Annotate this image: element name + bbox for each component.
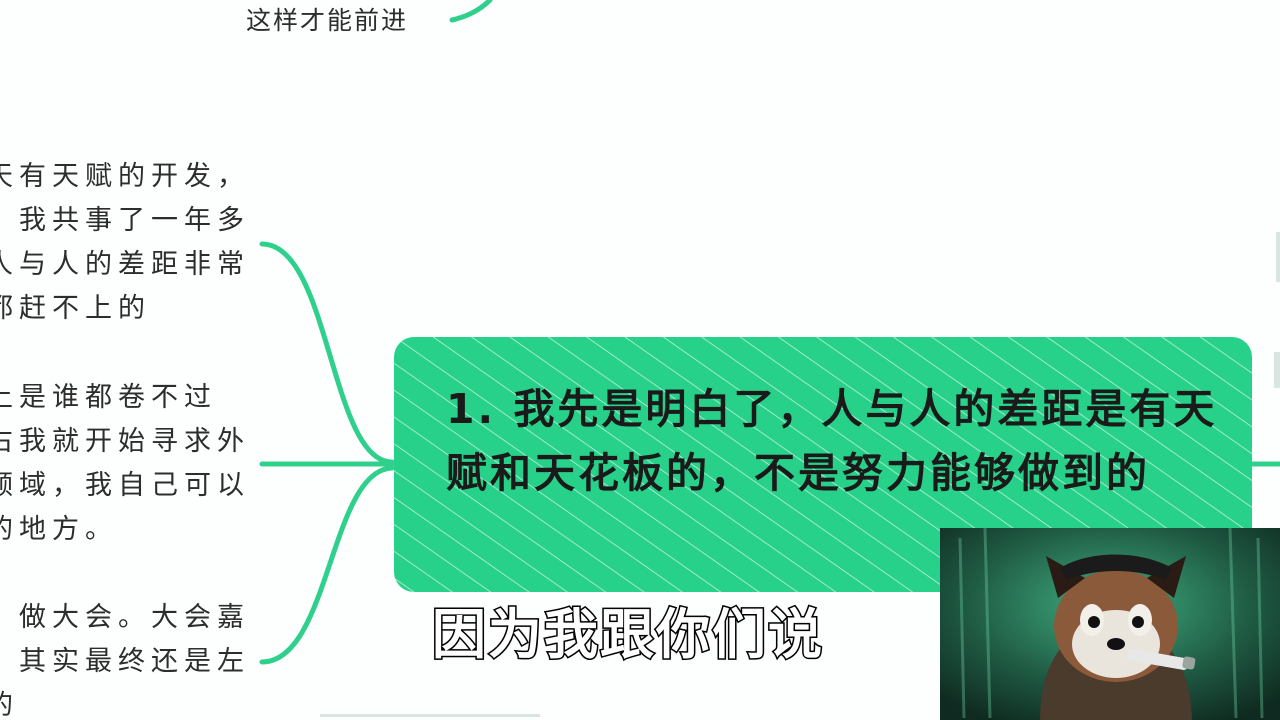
top-node-text: 这样才能前进 xyxy=(246,6,409,35)
main-node: 1. 我先是明白了，人与人的差距是有天赋和天花板的，不是努力能够做到的 xyxy=(394,337,1252,592)
left-node-c-line-1: ，做大会。大会嘉 xyxy=(0,602,250,633)
left-node-b: 上是谁都卷不过 右我就开始寻求外 领域，我自己可以 的地方。 xyxy=(0,384,264,560)
red-panda-avatar-icon xyxy=(940,528,1280,720)
connector-top xyxy=(449,0,493,23)
webcam-overlay xyxy=(940,528,1280,720)
left-node-b-line-2: 右我就开始寻求外 xyxy=(0,426,250,457)
edge-mark-bottom xyxy=(320,714,540,717)
left-node-c-line-3: 的 xyxy=(0,692,250,720)
main-node-text: 1. 我先是明白了，人与人的差距是有天赋和天花板的，不是努力能够做到的 xyxy=(446,385,1218,497)
video-subtitle: 因为我跟你们说 xyxy=(431,602,824,668)
left-node-b-line-3: 领域，我自己可以 xyxy=(0,470,250,501)
left-node-a: 天有天赋的开发， 。我共事了一年多 人与人的差距非常 都赶不上的 xyxy=(0,163,264,339)
left-node-c: ，做大会。大会嘉 。其实最终还是左 的 xyxy=(0,604,264,720)
connector-c xyxy=(259,465,395,665)
edge-mark-right-mid xyxy=(1274,352,1280,388)
connector-a xyxy=(259,241,395,465)
left-node-b-line-1: 上是谁都卷不过 xyxy=(0,382,217,413)
left-node-b-line-4: 的地方。 xyxy=(0,514,118,545)
left-node-a-line-2: 。我共事了一年多 xyxy=(0,205,250,236)
left-node-a-line-4: 都赶不上的 xyxy=(0,293,151,324)
left-node-a-line-3: 人与人的差距非常 xyxy=(0,249,250,280)
edge-mark-right-top xyxy=(1276,232,1280,282)
left-node-c-line-2: 。其实最终还是左 xyxy=(0,646,250,677)
left-node-a-line-1: 天有天赋的开发， xyxy=(0,161,250,192)
